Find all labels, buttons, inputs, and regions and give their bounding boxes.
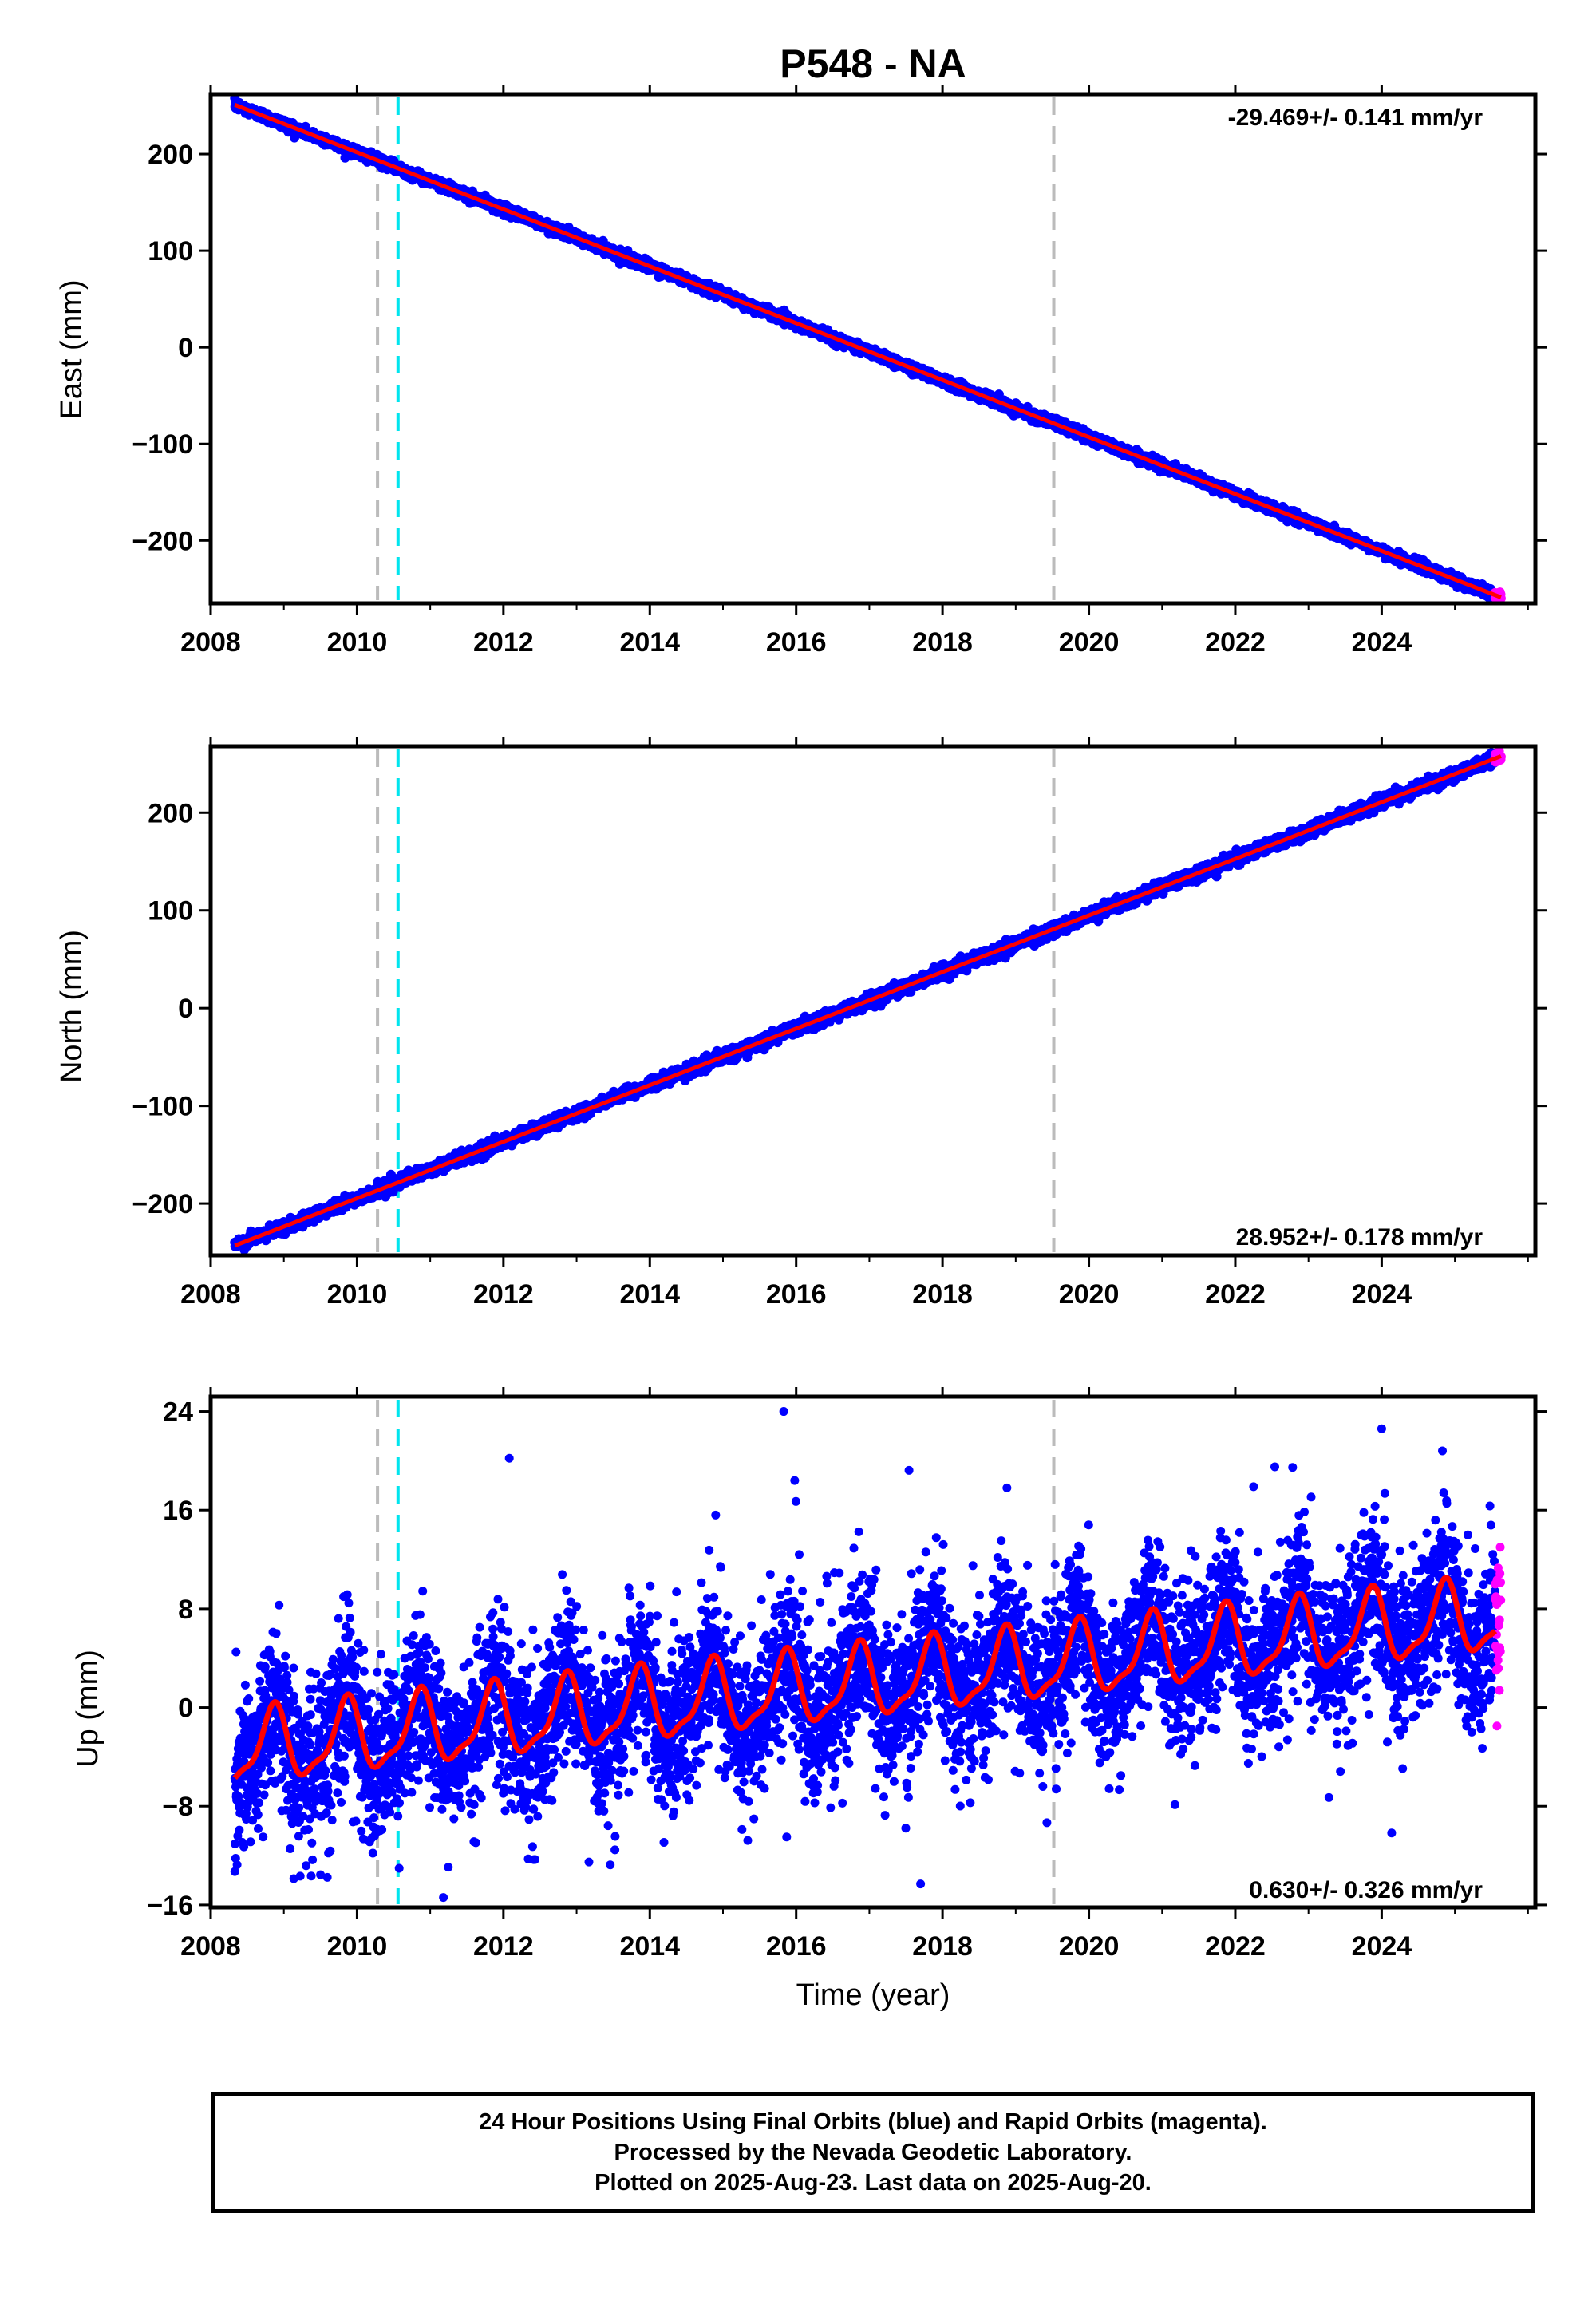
east-rate-label: -29.469+/- 0.141 mm/yr: [1228, 105, 1483, 131]
east-xtick-label: 2016: [766, 627, 827, 658]
east-ytick-label: −100: [132, 429, 193, 460]
east-xtick-label: 2010: [327, 627, 388, 658]
east-ytick-label: 0: [178, 333, 193, 363]
east-xtick-label: 2012: [473, 627, 534, 658]
east-ytick-label: 100: [148, 236, 193, 267]
east-ytick-label: −200: [132, 526, 193, 556]
east-model-fit-line: [234, 102, 1502, 599]
east-ytick-label: 200: [148, 140, 193, 170]
chart-title: P548 - NA: [780, 41, 966, 86]
east-xtick-label: 2008: [180, 627, 241, 658]
east-xtick-label: 2020: [1059, 627, 1120, 658]
east-ylabel: East (mm): [55, 279, 89, 419]
east-panel: 2008 2010 2012 2014 2016 2018 2020 2022 2024 −200…: [55, 85, 1547, 658]
east-xtick-label: 2018: [912, 627, 973, 658]
east-xtick-label: 2024: [1352, 627, 1412, 658]
east-xtick-label: 2014: [619, 627, 680, 658]
north-panel: 2008 2010 2012 2014 2016 2018 2020 2022 2024−200…: [55, 737, 1547, 1310]
east-xtick-label: 2022: [1205, 627, 1266, 658]
